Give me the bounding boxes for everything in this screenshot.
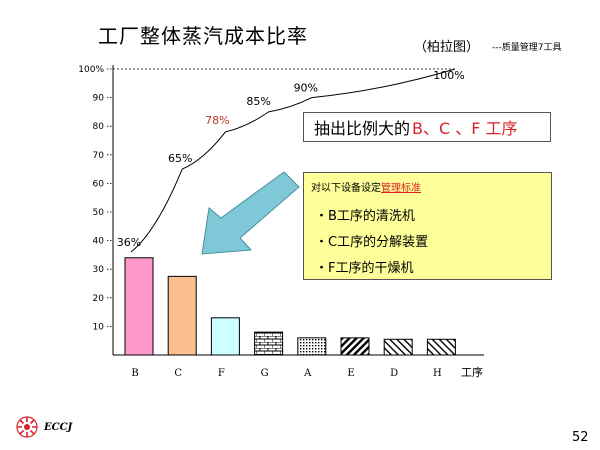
chart-bars: B C F G A E D H 工序 bbox=[124, 257, 483, 379]
cumulative-label: 100% bbox=[433, 69, 464, 82]
y-tick-label: 20 bbox=[93, 294, 105, 304]
cumulative-label: 36% bbox=[117, 236, 141, 249]
callout-box-item-1: ・B工序的清洗机 bbox=[315, 209, 415, 224]
x-tick-label: G bbox=[261, 368, 269, 379]
y-tick-label: 30 bbox=[93, 265, 105, 275]
callout-box-heading: 对以下设备设定管理标准 bbox=[311, 179, 421, 194]
cumulative-label: 65% bbox=[168, 152, 192, 165]
bar-D bbox=[383, 338, 413, 356]
callout-box: 对以下设备设定管理标准 ・B工序的清洗机 ・C工序的分解装置 ・F工序的干燥机 bbox=[303, 172, 552, 280]
callout-arrow bbox=[201, 171, 300, 255]
x-tick-label: E bbox=[347, 368, 354, 379]
bar-G bbox=[254, 331, 284, 356]
bar-A bbox=[297, 337, 327, 356]
arrow-icon bbox=[201, 171, 300, 255]
callout-box-heading-prefix: 对以下设备设定 bbox=[311, 183, 381, 194]
logo-text: ECCJ bbox=[44, 422, 73, 433]
y-tick-label: 100% bbox=[78, 65, 104, 75]
y-tick-label: 70 bbox=[93, 151, 105, 161]
page-title: 工厂整体蒸汽成本比率 bbox=[98, 24, 308, 48]
bar-H bbox=[426, 338, 456, 356]
callout-main: 抽出比例大的 B、C 、F 工序 bbox=[303, 112, 551, 142]
y-tick-label: 60 bbox=[93, 179, 105, 189]
eccj-logo-icon bbox=[16, 416, 38, 438]
y-tick-label: 50 bbox=[93, 208, 105, 218]
x-tick-label: D bbox=[390, 368, 398, 379]
y-tick-label: 80 bbox=[93, 122, 105, 132]
cumulative-label: 78% bbox=[205, 114, 229, 127]
chart-subtitle-note: ---质量管理7工具 bbox=[492, 43, 562, 53]
callout-box-item-3: ・F工序的干燥机 bbox=[315, 261, 414, 276]
callout-box-item-2: ・C工序的分解装置 bbox=[315, 235, 429, 250]
x-tick-label: F bbox=[218, 368, 225, 379]
bar-E bbox=[340, 337, 370, 356]
cumulative-path bbox=[130, 68, 456, 253]
callout-box-heading-highlight: 管理标准 bbox=[381, 183, 421, 194]
chart-subtitle: （柏拉图） bbox=[414, 40, 480, 55]
page-number: 52 bbox=[572, 430, 589, 445]
cumulative-line: 36% 65% 78% 85% 90% 100% bbox=[117, 68, 465, 253]
callout-main-text: 抽出比例大的 bbox=[314, 119, 411, 138]
x-tick-label: H bbox=[433, 368, 442, 379]
x-tick-label: C bbox=[174, 368, 182, 379]
x-tick-label: B bbox=[131, 368, 138, 379]
cumulative-label: 85% bbox=[246, 95, 270, 108]
y-tick-label: 90 bbox=[93, 94, 105, 104]
callout-main-highlight: B、C 、F 工序 bbox=[412, 119, 518, 138]
x-axis-label: 工序 bbox=[461, 365, 483, 379]
cumulative-label: 90% bbox=[294, 82, 318, 95]
y-tick-label: 40 bbox=[93, 237, 105, 247]
bar-C bbox=[167, 275, 197, 356]
y-tick-label: 10 bbox=[93, 322, 105, 332]
bar-F bbox=[210, 317, 240, 356]
bar-B bbox=[124, 257, 154, 356]
x-tick-label: A bbox=[303, 368, 312, 379]
